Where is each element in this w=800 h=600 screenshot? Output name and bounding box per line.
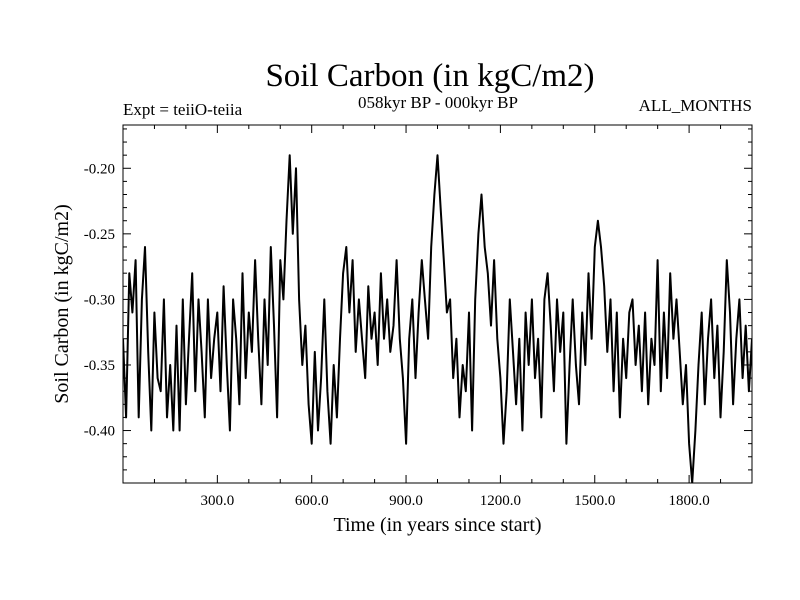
- x-tick-label: 1200.0: [480, 493, 521, 509]
- x-tick-label: 900.0: [389, 493, 423, 509]
- y-tick-label: -0.20: [84, 161, 115, 177]
- x-tick-label: 300.0: [200, 493, 234, 509]
- y-tick-label: -0.25: [84, 227, 115, 243]
- y-tick-label: -0.35: [84, 358, 115, 374]
- plot-area: [123, 154, 752, 483]
- plot-frame: [122, 124, 753, 484]
- x-axis: 300.0 600.0 900.0 1200.0 1500.0 1800.0: [153, 125, 722, 509]
- x-tick-label: 600.0: [295, 493, 329, 509]
- y-axis-label: Soil Carbon (in kgC/m2): [51, 204, 73, 403]
- x-tick-label: 1500.0: [574, 493, 615, 509]
- x-axis-label: Time (in years since start): [333, 514, 541, 536]
- y-axis: -0.20 -0.25 -0.30 -0.35 -0.40: [84, 128, 752, 484]
- series-line: [123, 154, 752, 483]
- chart-title: Soil Carbon (in kgC/m2): [265, 58, 595, 94]
- experiment-label: Expt = teiiO-teiia: [123, 100, 243, 119]
- y-tick-label: -0.30: [84, 292, 115, 308]
- chart-subtitle: 058kyr BP - 000kyr BP: [358, 93, 518, 112]
- period-label: ALL_MONTHS: [638, 96, 752, 115]
- x-tick-label: 1800.0: [668, 493, 709, 509]
- y-tick-label: -0.40: [84, 424, 115, 440]
